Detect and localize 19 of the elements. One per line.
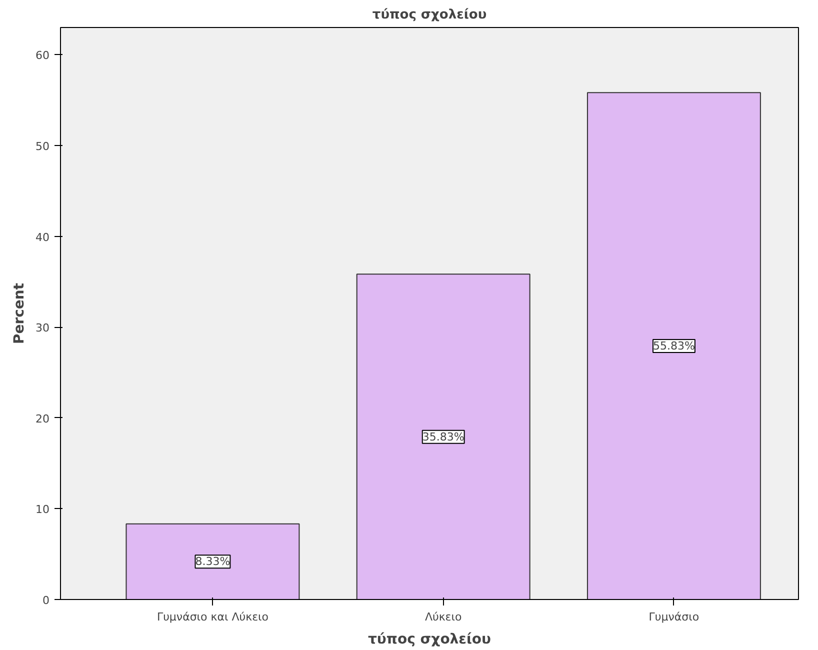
- y-tick-label: 40: [36, 230, 50, 244]
- bar: [586, 92, 761, 600]
- y-tick-label: 50: [36, 140, 50, 154]
- y-axis-title: Percent: [12, 282, 28, 344]
- y-tick-label: 60: [36, 49, 50, 62]
- x-tick-label: Γυμνάσιο: [648, 610, 700, 624]
- bar: [356, 274, 530, 600]
- chart-title: τύπος σχολείου: [372, 8, 487, 22]
- x-tick-label: Λύκειο: [424, 610, 462, 624]
- data-label: 8.33%: [195, 555, 230, 568]
- bar: [126, 523, 300, 600]
- x-tick-label: Γυμνάσιο και Λύκειο: [156, 610, 269, 624]
- y-tick-label: 30: [36, 322, 50, 335]
- x-axis-title: τύπος σχολείου: [368, 632, 492, 648]
- y-tick-label: 0: [42, 594, 50, 607]
- data-label: 55.83%: [652, 340, 695, 353]
- y-tick-label: 10: [36, 503, 50, 516]
- data-label: 35.83%: [422, 430, 464, 444]
- y-tick-label: 20: [36, 412, 50, 426]
